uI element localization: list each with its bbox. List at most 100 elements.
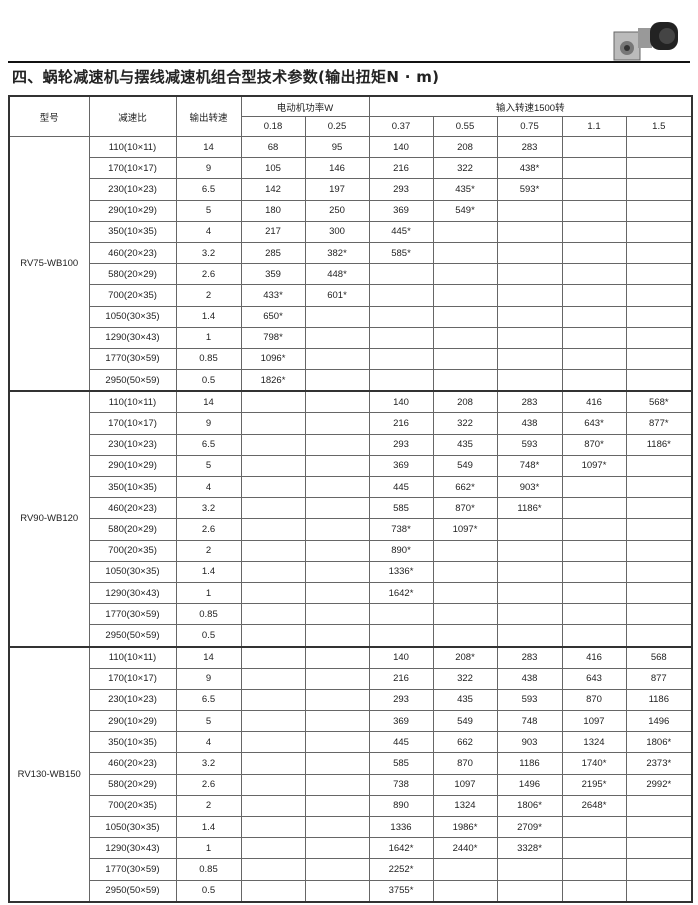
torque-cell (561, 241, 627, 265)
torque-cell (304, 454, 370, 478)
torque-cell: 662* (432, 475, 498, 499)
torque-cell: 890* (368, 539, 434, 562)
table-row: 290(10×29) 5 369 549 748* 1097* (9, 454, 693, 478)
torque-cell (625, 284, 693, 307)
output-speed-cell: 1.4 (175, 815, 242, 839)
torque-cell (625, 369, 693, 393)
torque-cell: 877* (625, 412, 693, 435)
table-row: 230(10×23) 6.5 293 435 593 870 1186 (9, 688, 693, 712)
torque-cell: 549 (432, 710, 498, 733)
ratio-cell: 460(20×23) (88, 497, 177, 520)
torque-cell (561, 539, 627, 562)
table-row: 170(10×17) 9 216 322 438 643* 877* (9, 412, 693, 435)
torque-cell (561, 518, 627, 541)
torque-cell (240, 773, 306, 796)
torque-cell: 1324 (561, 731, 627, 754)
output-speed-cell: 14 (175, 646, 242, 669)
output-speed-cell: 0.5 (175, 624, 242, 648)
header-power-0.75: 0.75 (496, 116, 563, 137)
model-cell: RV130-WB150 (8, 645, 90, 903)
torque-cell (304, 412, 370, 435)
torque-cell: 1324 (432, 794, 498, 818)
torque-cell (496, 560, 563, 583)
torque-cell: 568* (625, 390, 693, 414)
torque-cell: 208 (432, 135, 498, 159)
torque-cell: 250 (304, 199, 370, 222)
torque-cell: 650* (240, 305, 306, 328)
torque-cell: 585 (368, 497, 434, 520)
ratio-cell: 1050(30×35) (88, 815, 177, 839)
header-power-0.37: 0.37 (368, 116, 434, 137)
ratio-cell: 1770(30×59) (88, 347, 177, 371)
torque-cell: 208 (432, 390, 498, 414)
torque-cell (561, 220, 627, 243)
torque-cell (432, 369, 498, 393)
torque-cell: 1097* (432, 518, 498, 541)
output-speed-cell: 2.6 (175, 518, 242, 541)
title-rule (8, 61, 690, 63)
table-row: 1050(30×35) 1.4 1336* (9, 560, 693, 583)
torque-cell: 359 (240, 263, 306, 286)
output-speed-cell: 14 (175, 390, 242, 414)
torque-cell: 2992* (625, 773, 693, 796)
torque-cell: 2440* (432, 837, 498, 860)
torque-cell (368, 263, 434, 286)
torque-cell: 216 (368, 157, 434, 180)
torque-cell (625, 157, 693, 180)
output-speed-cell: 0.85 (175, 603, 242, 626)
torque-cell (304, 646, 370, 669)
torque-cell: 585 (368, 752, 434, 775)
table-row: 170(10×17) 9 216 322 438 643 877 (9, 667, 693, 690)
torque-cell: 3328* (496, 837, 563, 860)
torque-cell (496, 518, 563, 541)
torque-cell: 593 (496, 433, 563, 456)
torque-cell: 798* (240, 326, 306, 349)
torque-cell: 568 (625, 646, 693, 669)
torque-cell (625, 220, 693, 243)
torque-cell: 435* (432, 178, 498, 201)
torque-cell (561, 347, 627, 371)
torque-cell (240, 688, 306, 712)
output-speed-cell: 2 (175, 539, 242, 562)
torque-cell: 95 (304, 135, 370, 159)
torque-cell: 146 (304, 157, 370, 180)
torque-cell (304, 667, 370, 690)
table-row: 460(20×23) 3.2 585 870* 1186* (9, 497, 693, 520)
table-row: 350(10×35) 4 445 662 903 1324 1806* (9, 731, 693, 754)
torque-cell (304, 369, 370, 393)
torque-cell: 433* (240, 284, 306, 307)
torque-cell: 1186* (625, 433, 693, 456)
torque-cell (561, 305, 627, 328)
torque-cell (304, 858, 370, 881)
torque-cell (240, 475, 306, 499)
ratio-cell: 580(20×29) (88, 773, 177, 796)
torque-cell (496, 284, 563, 307)
ratio-cell: 290(10×29) (88, 710, 177, 733)
output-speed-cell: 9 (175, 412, 242, 435)
torque-cell: 549 (432, 454, 498, 478)
output-speed-cell: 14 (175, 135, 242, 159)
torque-cell: 105 (240, 157, 306, 180)
torque-cell: 903 (496, 731, 563, 754)
torque-cell (625, 581, 693, 605)
torque-cell (432, 624, 498, 648)
torque-cell (625, 879, 693, 903)
torque-cell: 445 (368, 731, 434, 754)
ratio-cell: 110(10×11) (88, 646, 177, 669)
output-speed-cell: 4 (175, 731, 242, 754)
torque-cell (432, 220, 498, 243)
ratio-cell: 350(10×35) (88, 475, 177, 499)
torque-cell (561, 560, 627, 583)
torque-cell (304, 305, 370, 328)
ratio-cell: 170(10×17) (88, 157, 177, 180)
torque-cell: 293 (368, 178, 434, 201)
torque-cell: 1097 (561, 710, 627, 733)
torque-cell (304, 688, 370, 712)
torque-cell: 140 (368, 390, 434, 414)
torque-cell: 283 (496, 390, 563, 414)
torque-cell (496, 305, 563, 328)
torque-cell (625, 624, 693, 648)
table-row: RV90-WB120 110(10×11) 14 140 208 283 416 568* (8, 390, 693, 648)
ratio-cell: 350(10×35) (88, 220, 177, 243)
ratio-cell: 1290(30×43) (88, 326, 177, 349)
